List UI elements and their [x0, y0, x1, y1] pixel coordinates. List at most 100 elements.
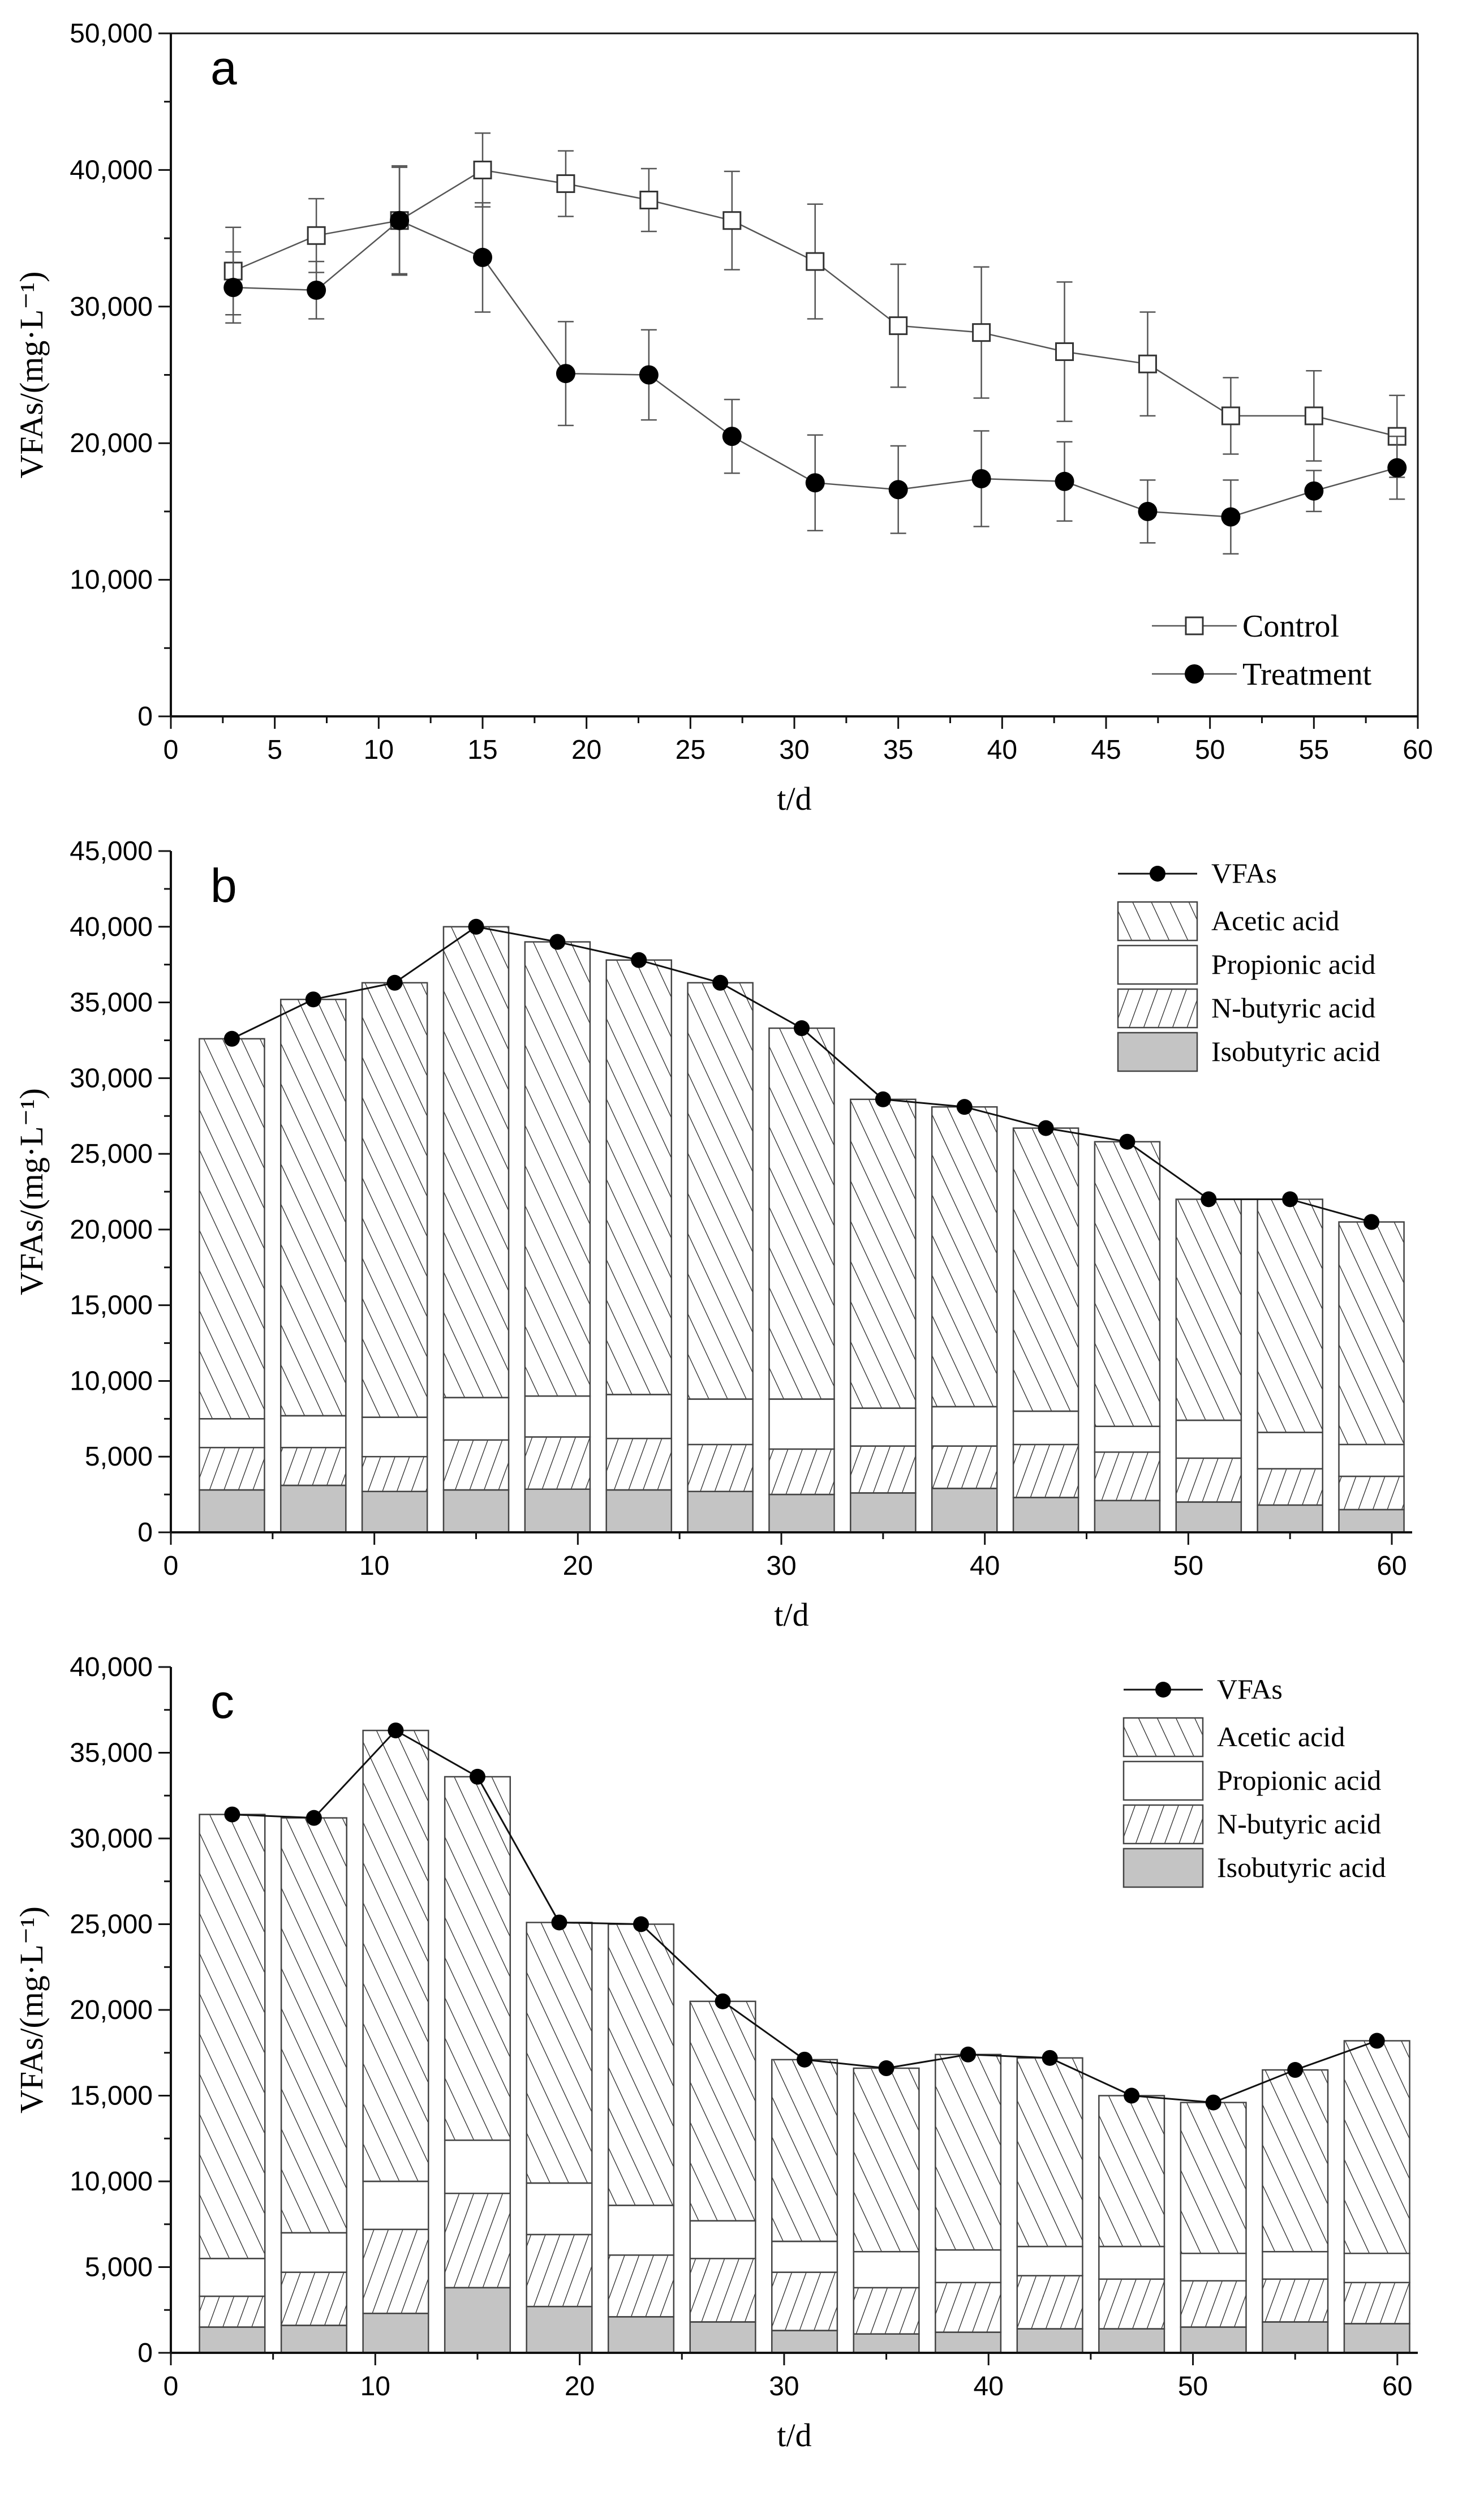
- x-tick-label: 15: [467, 735, 497, 765]
- x-tick-label: 10: [360, 2371, 390, 2401]
- data-point: [1055, 342, 1074, 361]
- data-point: [971, 469, 991, 488]
- x-tick-label: 45: [1091, 735, 1121, 765]
- x-tick-label: 20: [565, 2371, 595, 2401]
- legend-label: N-butyric acid: [1217, 1808, 1381, 1840]
- bar-segment-n-butyric-acid: [687, 1443, 754, 1493]
- legend-label-vfas: VFAs: [1211, 857, 1277, 889]
- bar-segment-isobutyric-acid: [771, 2330, 838, 2354]
- bar-segment-propionic-acid: [1094, 1425, 1161, 1453]
- bar-segment-propionic-acid: [768, 1398, 835, 1450]
- x-tick-label: 60: [1377, 1551, 1406, 1581]
- vfas-point: [878, 2060, 894, 2077]
- legend-marker: [1185, 616, 1204, 635]
- x-tick-label: 40: [987, 735, 1017, 765]
- bar-segment-isobutyric-acid: [687, 1490, 754, 1533]
- panel-label: c: [210, 1675, 234, 1728]
- x-tick-label: 25: [676, 735, 706, 765]
- x-tick-label: 50: [1195, 735, 1225, 765]
- y-tick-label: 40,000: [70, 155, 153, 185]
- y-tick-label: 35,000: [70, 1738, 153, 1768]
- bar-segment-acetic-acid: [1343, 2040, 1410, 2254]
- legend-label: N-butyric acid: [1211, 992, 1375, 1024]
- bar-segment-propionic-acid: [1012, 1410, 1079, 1446]
- x-tick-label: 60: [1403, 735, 1433, 765]
- x-axis-label: t/d: [774, 1596, 808, 1633]
- bar-segment-propionic-acid: [1175, 1419, 1242, 1459]
- data-point: [888, 480, 908, 500]
- bar-segment-acetic-acid: [524, 941, 591, 1397]
- bar-segment-isobutyric-acid: [1180, 2326, 1247, 2354]
- y-tick-label: 25,000: [70, 1139, 153, 1169]
- bar-segment-acetic-acid: [853, 2067, 920, 2253]
- x-tick-label: 10: [364, 735, 394, 765]
- legend-swatch: [1122, 1804, 1204, 1845]
- y-tick-label: 25,000: [70, 1910, 153, 1940]
- vfas-point: [797, 2051, 813, 2068]
- bar-stack: [687, 982, 754, 1533]
- bar-segment-propionic-acid: [444, 2139, 511, 2194]
- data-point: [972, 323, 991, 342]
- legend-swatch: [1117, 1032, 1198, 1072]
- x-tick-label: 0: [164, 1551, 179, 1581]
- vfas-point: [875, 1091, 891, 1107]
- bar-segment-acetic-acid: [771, 2059, 838, 2242]
- y-axis-label: VFAs/(mg·L⁻¹): [13, 1088, 50, 1295]
- bar-segment-acetic-acid: [442, 926, 510, 1399]
- legend: Control Treatment: [1152, 609, 1372, 692]
- bar-stack: [935, 2053, 1002, 2354]
- y-tick-label: 30,000: [70, 1063, 153, 1093]
- bar-segment-n-butyric-acid: [1257, 1468, 1323, 1506]
- bar-segment-propionic-acid: [1257, 1432, 1323, 1470]
- x-tick-label: 0: [164, 2371, 179, 2401]
- y-tick-label: 40,000: [70, 1652, 153, 1682]
- bar-segment-propionic-acid: [362, 2180, 429, 2231]
- data-point: [1304, 406, 1323, 426]
- bar-stack: [280, 1817, 347, 2354]
- data-point: [307, 280, 326, 300]
- bar-segment-isobutyric-acid: [1343, 2323, 1410, 2354]
- data-point: [806, 252, 825, 271]
- bar-segment-isobutyric-acid: [1094, 1500, 1161, 1533]
- bar-stack: [605, 959, 673, 1533]
- y-tick-label: 0: [137, 2338, 153, 2368]
- bar-segment-acetic-acid: [280, 1817, 347, 2234]
- legend-label: Isobutyric acid: [1211, 1036, 1380, 1067]
- bar-segment-n-butyric-acid: [442, 1439, 510, 1491]
- bar-stack: [1257, 1198, 1323, 1533]
- bar-stack: [444, 1776, 511, 2354]
- vfas-point: [715, 1993, 731, 2009]
- bar-segment-propionic-acid: [687, 1398, 754, 1446]
- bar-segment-propionic-acid: [605, 1394, 673, 1440]
- bar-segment-isobutyric-acid: [524, 1488, 591, 1533]
- bar-segment-acetic-acid: [687, 982, 754, 1400]
- bar-segment-acetic-acid: [279, 998, 347, 1417]
- bar-segment-isobutyric-acid: [1257, 1504, 1323, 1533]
- bar-segment-n-butyric-acid: [362, 2228, 429, 2314]
- bar-segment-n-butyric-acid: [526, 2233, 593, 2308]
- data-point: [639, 365, 659, 385]
- bar-stack: [1175, 1198, 1242, 1533]
- x-axis-label: t/d: [777, 780, 811, 817]
- x-tick-label: 20: [563, 1551, 593, 1581]
- data-point: [805, 473, 825, 493]
- legend-marker-vfas: [1150, 866, 1165, 882]
- bar-segment-isobutyric-acid: [199, 2326, 266, 2354]
- bar-segment-acetic-acid: [1098, 2095, 1165, 2248]
- panel-label: b: [210, 859, 237, 912]
- bar-stack: [361, 982, 428, 1533]
- bar-segment-n-butyric-acid: [1175, 1457, 1242, 1503]
- y-tick-label: 10,000: [70, 565, 153, 595]
- bar-segment-n-butyric-acid: [524, 1436, 591, 1490]
- bar-segment-n-butyric-acid: [1012, 1443, 1079, 1498]
- legend-marker-vfas: [1155, 1682, 1171, 1698]
- y-tick-label: 15,000: [70, 1291, 153, 1321]
- vfas-point: [551, 1914, 567, 1931]
- x-tick-label: 10: [359, 1551, 389, 1581]
- x-tick-label: 35: [883, 735, 913, 765]
- bar-segment-acetic-acid: [199, 1038, 265, 1420]
- data-point: [473, 160, 492, 179]
- panel-b: VFAs Acetic acid Propionic acid N-butyric a…: [13, 836, 1412, 1633]
- bar-segment-isobutyric-acid: [850, 1492, 917, 1533]
- x-tick-label: 30: [779, 735, 809, 765]
